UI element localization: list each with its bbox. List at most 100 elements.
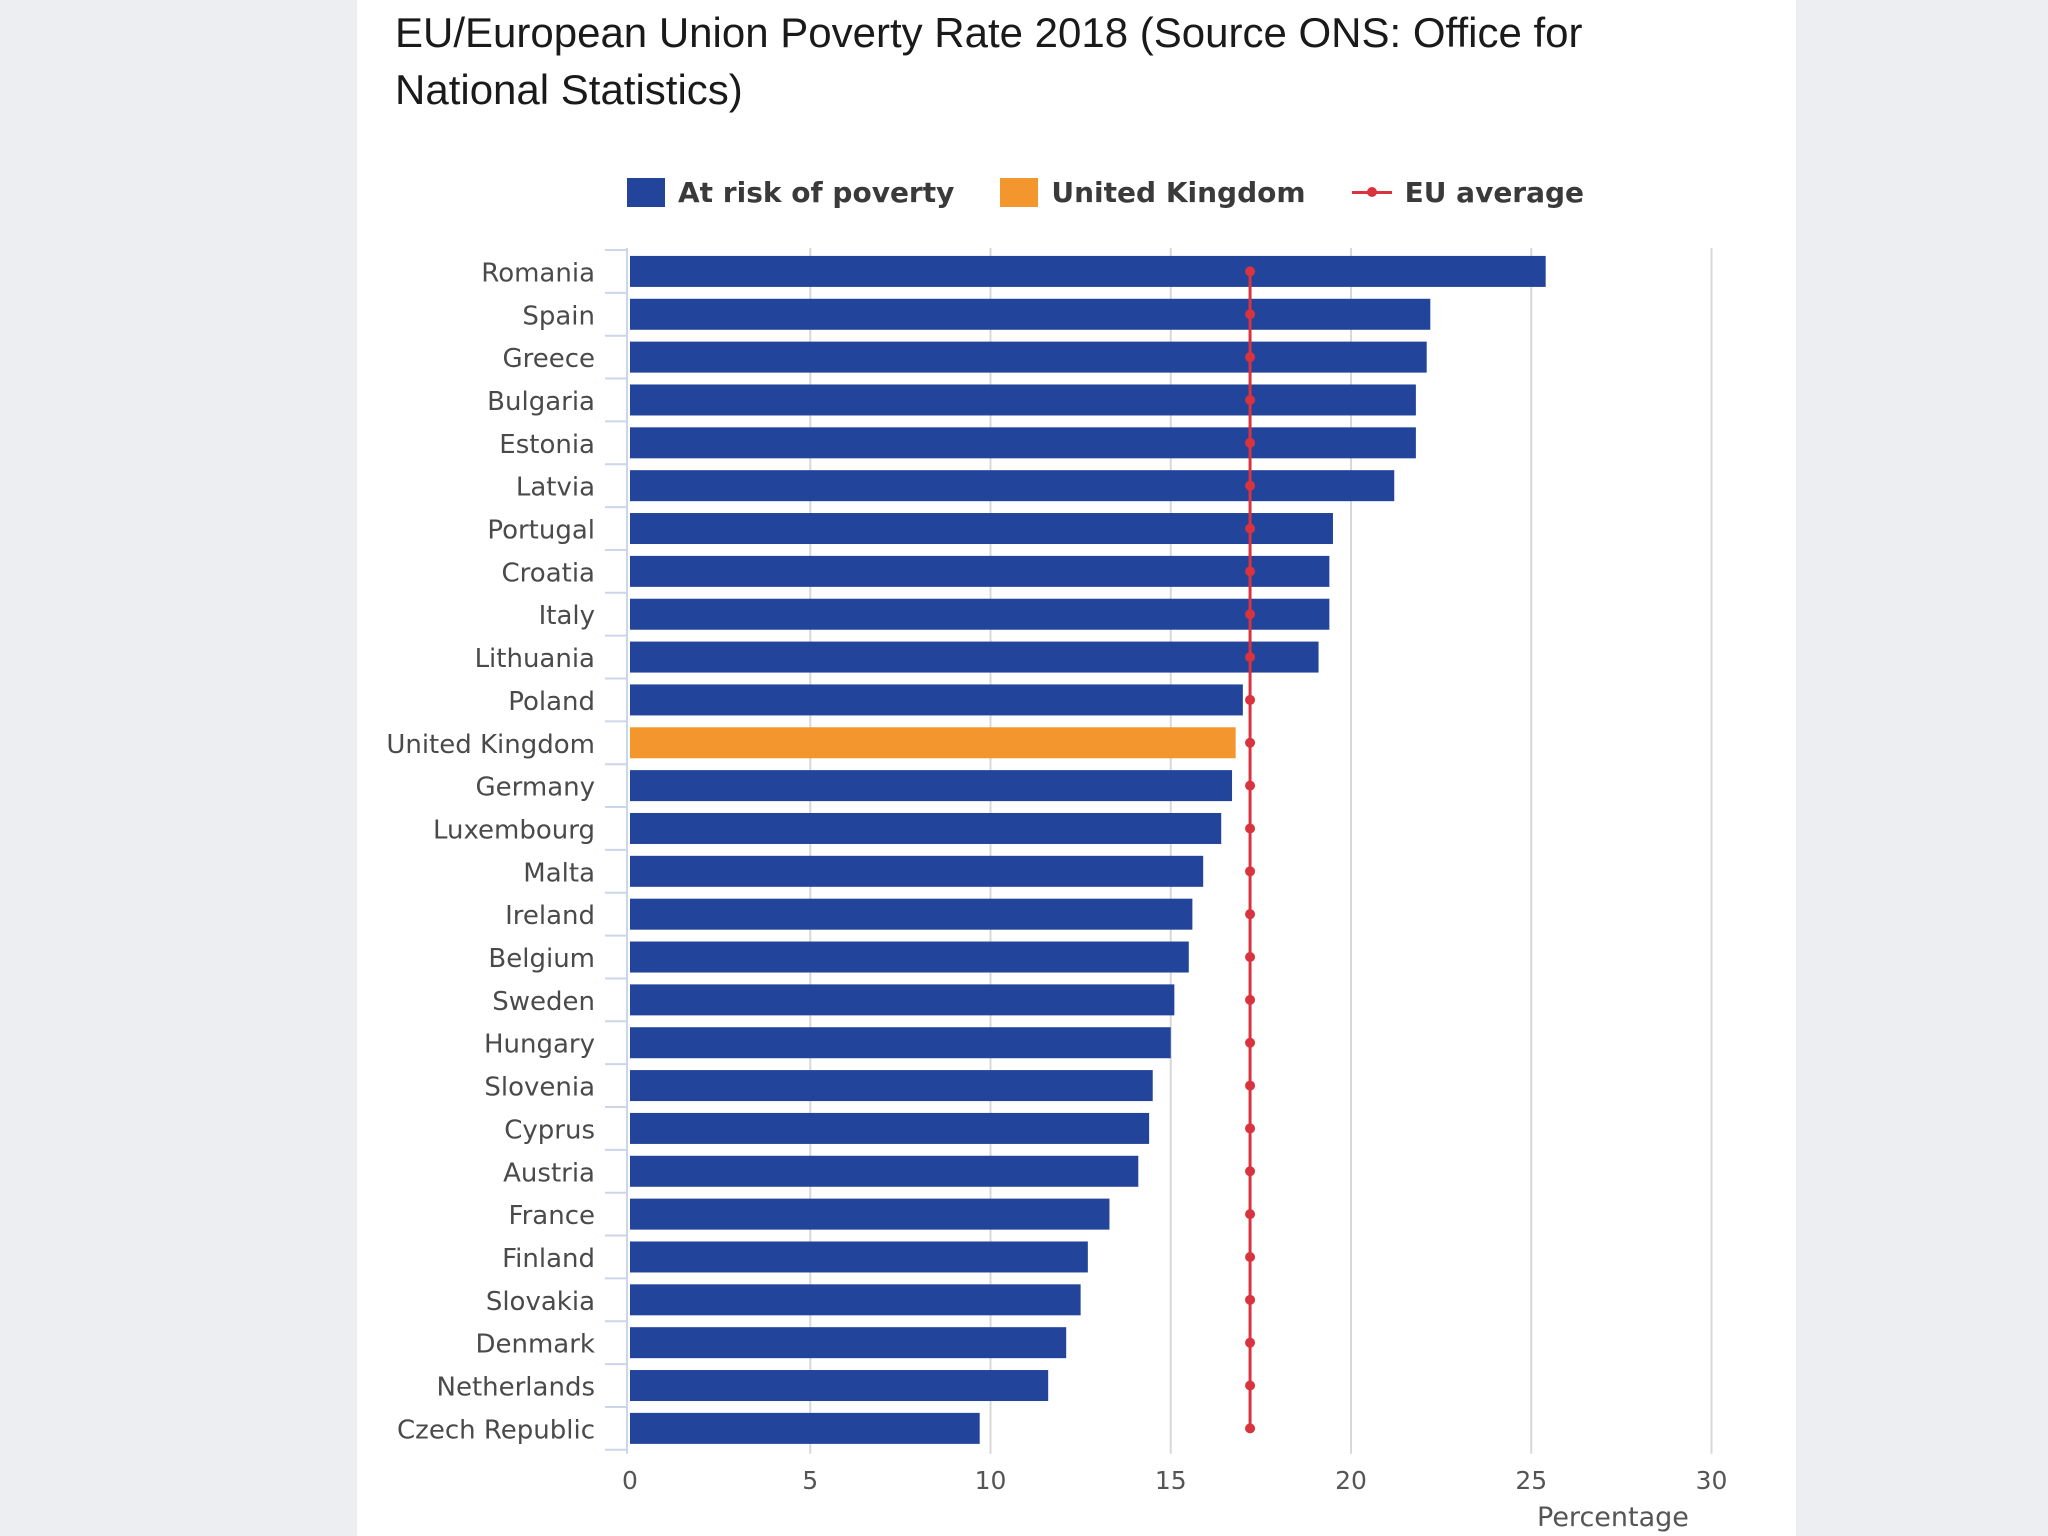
bar-spain [630, 298, 1431, 330]
category-label-netherlands: Netherlands [437, 1373, 596, 1403]
bar-luxembourg [630, 812, 1222, 844]
category-label-hungary: Hungary [484, 1030, 595, 1060]
eu-average-point-finland [1245, 1251, 1256, 1262]
eu-average-point-hungary [1245, 1037, 1256, 1048]
category-label-latvia: Latvia [516, 473, 595, 503]
category-label-malta: Malta [523, 858, 595, 888]
bar-netherlands [630, 1370, 1049, 1402]
eu-average-point-poland [1245, 694, 1256, 705]
chart-legend: At risk of poverty United Kingdom EU ave… [627, 172, 1630, 212]
bar-italy [630, 598, 1330, 630]
category-label-romania: Romania [481, 258, 595, 288]
eu-average-point-malta [1245, 866, 1256, 877]
eu-average-point-germany [1245, 780, 1256, 791]
category-label-cyprus: Cyprus [504, 1115, 595, 1145]
bar-poland [630, 684, 1243, 716]
legend-item-united-kingdom[interactable]: United Kingdom [1000, 175, 1306, 209]
x-tick-label-0: 0 [622, 1466, 638, 1495]
x-tick-label-30: 30 [1696, 1466, 1728, 1495]
category-label-austria: Austria [503, 1158, 595, 1188]
legend-swatch-united-kingdom [1000, 177, 1039, 207]
eu-average-point-latvia [1245, 480, 1256, 491]
bar-united-kingdom [630, 727, 1236, 759]
x-tick-label-15: 15 [1155, 1466, 1187, 1495]
eu-average-point-united-kingdom [1245, 737, 1256, 748]
bar-belgium [630, 941, 1189, 973]
x-tick-label-20: 20 [1335, 1466, 1367, 1495]
category-label-czech-republic: Czech Republic [397, 1415, 595, 1445]
legend-label-eu-average: EU average [1404, 175, 1585, 209]
x-tick-label-25: 25 [1515, 1466, 1547, 1495]
eu-average-point-lithuania [1245, 652, 1256, 663]
bar-france [630, 1198, 1110, 1230]
eu-average-point-croatia [1245, 566, 1256, 577]
eu-average-point-cyprus [1245, 1123, 1256, 1134]
eu-average-point-portugal [1245, 523, 1256, 534]
legend-swatch-at-risk [627, 177, 665, 207]
category-label-slovakia: Slovakia [486, 1287, 595, 1317]
category-label-bulgaria: Bulgaria [487, 387, 595, 417]
eu-average-point-sweden [1245, 994, 1256, 1005]
category-label-estonia: Estonia [499, 430, 595, 460]
category-label-croatia: Croatia [502, 558, 595, 588]
legend-item-at-risk[interactable]: At risk of poverty [627, 176, 954, 209]
bar-malta [630, 855, 1204, 887]
bar-finland [630, 1241, 1088, 1273]
bar-denmark [630, 1327, 1067, 1359]
bar-lithuania [630, 641, 1319, 673]
bar-bulgaria [630, 384, 1416, 416]
category-label-portugal: Portugal [487, 516, 595, 546]
category-label-spain: Spain [522, 301, 595, 331]
category-label-belgium: Belgium [488, 944, 595, 974]
eu-average-point-netherlands [1245, 1380, 1256, 1391]
bar-austria [630, 1155, 1139, 1187]
bar-latvia [630, 470, 1395, 502]
bar-slovenia [630, 1070, 1153, 1102]
bar-portugal [630, 513, 1333, 545]
eu-average-point-czech-republic [1245, 1423, 1256, 1434]
category-label-slovenia: Slovenia [484, 1073, 595, 1103]
eu-average-point-france [1245, 1209, 1256, 1220]
legend-marker-eu-average [1351, 178, 1392, 207]
category-label-ireland: Ireland [505, 901, 595, 931]
bar-ireland [630, 898, 1193, 930]
legend-item-eu-average[interactable]: EU average [1351, 175, 1585, 209]
chart-title: EU/European Union Poverty Rate 2018 (Sou… [395, 9, 1583, 113]
legend-label-united-kingdom: United Kingdom [1051, 175, 1306, 209]
eu-average-point-spain [1245, 309, 1256, 320]
bar-greece [630, 341, 1427, 373]
eu-average-point-estonia [1245, 437, 1256, 448]
category-label-poland: Poland [508, 687, 595, 717]
bar-germany [630, 770, 1233, 802]
category-label-luxembourg: Luxembourg [433, 815, 595, 845]
eu-average-point-ireland [1245, 909, 1256, 920]
category-label-france: France [509, 1201, 595, 1231]
x-axis-title: Percentage [1537, 1502, 1689, 1533]
category-label-denmark: Denmark [475, 1330, 595, 1360]
bar-chart: Romania Spain Greece Bulgaria Estonia Latvia P… [386, 248, 1728, 1495]
bar-czech-republic [630, 1412, 980, 1444]
x-tick-label-5: 5 [802, 1466, 818, 1495]
x-tick-label-10: 10 [975, 1466, 1007, 1495]
category-label-finland: Finland [502, 1244, 595, 1274]
category-label-germany: Germany [475, 773, 595, 803]
bar-hungary [630, 1027, 1171, 1059]
eu-average-point-luxembourg [1245, 823, 1256, 834]
legend-label-at-risk: At risk of poverty [678, 175, 955, 209]
bar-sweden [630, 984, 1175, 1016]
eu-average-point-belgium [1245, 952, 1256, 963]
eu-average-point-greece [1245, 352, 1256, 363]
category-label-greece: Greece [502, 344, 595, 374]
bar-croatia [630, 555, 1330, 587]
bar-slovakia [630, 1284, 1081, 1316]
bar-cyprus [630, 1112, 1150, 1144]
eu-average-point-bulgaria [1245, 394, 1256, 405]
category-label-italy: Italy [539, 601, 595, 631]
bar-estonia [630, 427, 1416, 459]
eu-average-point-romania [1245, 266, 1256, 277]
eu-average-point-italy [1245, 609, 1256, 620]
eu-average-point-austria [1245, 1166, 1256, 1177]
eu-average-point-denmark [1245, 1337, 1256, 1348]
eu-average-point-slovenia [1245, 1080, 1256, 1091]
eu-average-point-slovakia [1245, 1294, 1256, 1305]
